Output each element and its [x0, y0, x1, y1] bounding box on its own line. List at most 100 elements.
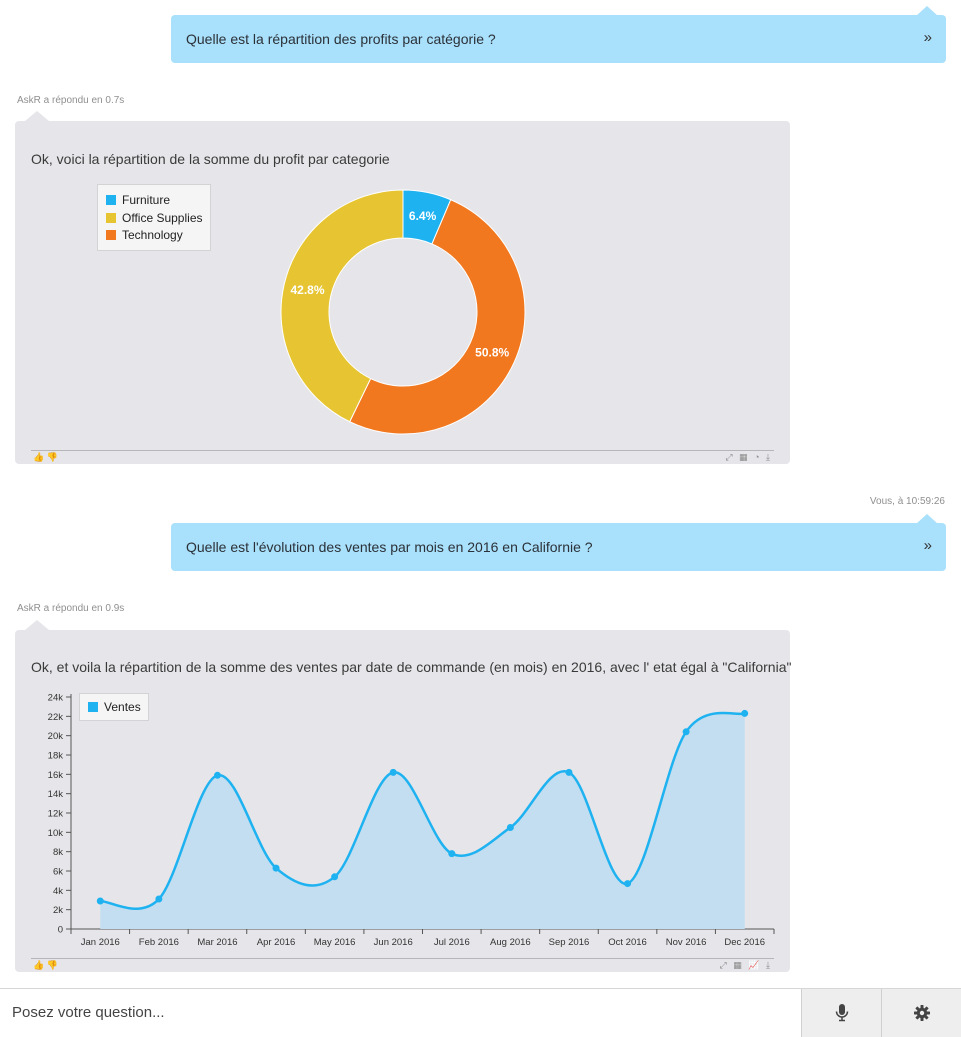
view-icons: ⤢ ▦ ◔ ⤓: [725, 452, 772, 463]
question-input[interactable]: [0, 989, 800, 1036]
area-legend: Ventes: [79, 693, 149, 721]
x-tick-label: Jul 2016: [434, 937, 470, 948]
bubble-tail: [25, 111, 49, 121]
user-question-2: Quelle est l'évolution des ventes par mo…: [171, 514, 946, 571]
data-point-feb-2016[interactable]: [155, 895, 163, 903]
thumbs-up-icon[interactable]: 👍: [33, 960, 45, 970]
resend-icon[interactable]: »: [923, 29, 932, 46]
line-chart-icon[interactable]: 📈: [748, 960, 762, 970]
bot-answer-text: Ok, voici la répartition de la somme du …: [31, 151, 390, 167]
y-tick-label: 16k: [48, 770, 64, 781]
donut-data-label: 50.8%: [475, 346, 509, 360]
y-tick-label: 10k: [48, 828, 64, 839]
y-tick-label: 20k: [48, 731, 64, 742]
bot-answer-text: Ok, et voila la répartition de la somme …: [31, 659, 792, 675]
bot-answer-2: Ok, et voila la répartition de la somme …: [15, 620, 792, 972]
x-tick-label: Mar 2016: [197, 937, 237, 948]
legend-label: Office Supplies: [122, 211, 203, 225]
donut-slice-technology[interactable]: [349, 199, 526, 435]
data-point-may-2016[interactable]: [331, 873, 339, 881]
x-tick-label: Sep 2016: [549, 937, 590, 948]
user-question-text: Quelle est la répartition des profits pa…: [186, 31, 496, 47]
data-point-mar-2016[interactable]: [213, 771, 221, 779]
data-point-aug-2016[interactable]: [506, 824, 514, 831]
data-point-jun-2016[interactable]: [389, 768, 397, 776]
y-tick-label: 4k: [53, 886, 63, 897]
legend-item-office-supplies[interactable]: Office Supplies: [106, 211, 203, 225]
legend-item-furniture[interactable]: Furniture: [106, 193, 170, 207]
download-icon[interactable]: ⤓: [766, 960, 772, 970]
y-tick-label: 8k: [53, 847, 63, 858]
x-tick-label: Oct 2016: [608, 937, 647, 948]
donut-slice-office-supplies[interactable]: [280, 189, 404, 423]
gear-icon: [914, 1005, 930, 1021]
legend-swatch: [106, 195, 116, 205]
resend-icon[interactable]: »: [923, 537, 932, 554]
y-tick-label: 14k: [48, 789, 64, 800]
mic-icon: [835, 1004, 849, 1022]
expand-icon[interactable]: ⤢: [719, 960, 729, 970]
x-tick-label: Apr 2016: [257, 937, 296, 948]
bot-response-meta: AskR a répondu en 0.7s: [17, 95, 125, 106]
data-point-jan-2016[interactable]: [96, 897, 104, 905]
thumbs-down-icon[interactable]: 👎: [46, 960, 58, 970]
table-icon[interactable]: ▦: [739, 452, 750, 462]
data-point-sep-2016[interactable]: [565, 768, 573, 776]
legend-item-technology[interactable]: Technology: [106, 228, 183, 242]
x-tick-label: Feb 2016: [139, 937, 179, 948]
user-question-text: Quelle est l'évolution des ventes par mo…: [186, 539, 593, 555]
data-point-oct-2016[interactable]: [624, 880, 632, 888]
donut-legend: Furniture Office Supplies Technology: [97, 184, 211, 251]
legend-label: Ventes: [104, 700, 141, 714]
y-tick-label: 22k: [48, 712, 64, 723]
table-icon[interactable]: ▦: [733, 960, 744, 970]
bot-answer-1: Ok, voici la répartition de la somme du …: [15, 111, 790, 464]
y-tick-label: 0: [58, 925, 63, 936]
x-tick-label: Aug 2016: [490, 937, 531, 948]
y-tick-label: 2k: [53, 905, 63, 916]
sales-area-chart: 0 2k 4k 6k 8k 10k 12k 14k 16k 18k 20k 22k 24k Jan 201…: [48, 693, 775, 948]
settings-button[interactable]: [881, 989, 961, 1037]
data-point-apr-2016[interactable]: [272, 864, 280, 872]
bubble-tail: [25, 620, 49, 630]
answer-footer: 👍 👎 ⤢ ▦ ◔ ⤓: [31, 450, 774, 463]
data-point-nov-2016[interactable]: [682, 728, 690, 736]
x-tick-label: Jan 2016: [81, 937, 120, 948]
legend-swatch: [106, 230, 116, 240]
feedback-icons: 👍 👎: [33, 452, 58, 463]
question-input-bar: [0, 988, 961, 1037]
y-tick-label: 6k: [53, 867, 63, 878]
bot-response-meta: AskR a répondu en 0.9s: [17, 603, 125, 614]
legend-label: Technology: [122, 228, 183, 242]
thumbs-down-icon[interactable]: 👎: [46, 452, 58, 462]
series-line-ventes: [100, 711, 746, 911]
donut-chart: 6.4% 50.8% 42.8%: [280, 189, 526, 435]
pie-chart-icon[interactable]: ◔: [754, 452, 762, 462]
answer-footer: 👍 👎 ⤢ ▦ 📈 ⤓: [31, 958, 774, 971]
bubble-tail: [916, 6, 938, 16]
series-area-ventes: [100, 713, 745, 929]
x-tick-label: Nov 2016: [666, 937, 707, 948]
user-question-1: Quelle est la répartition des profits pa…: [171, 6, 946, 63]
data-point-jul-2016[interactable]: [448, 850, 456, 858]
donut-data-label: 6.4%: [409, 209, 437, 223]
legend-swatch: [88, 702, 98, 712]
mic-button[interactable]: [801, 989, 881, 1037]
data-point-dec-2016[interactable]: [741, 709, 749, 717]
bubble-tail: [916, 514, 938, 524]
feedback-icons: 👍 👎: [33, 960, 58, 971]
x-tick-label: Dec 2016: [724, 937, 765, 948]
thumbs-up-icon[interactable]: 👍: [33, 452, 45, 462]
y-tick-label: 18k: [48, 751, 64, 762]
legend-swatch: [106, 213, 116, 223]
user-message-meta: Vous, à 10:59:26: [869, 496, 945, 507]
legend-item-ventes[interactable]: Ventes: [88, 700, 141, 714]
x-tick-label: May 2016: [314, 937, 356, 948]
donut-data-label: 42.8%: [290, 283, 324, 297]
y-tick-label: 24k: [48, 693, 64, 704]
x-tick-label: Jun 2016: [374, 937, 413, 948]
expand-icon[interactable]: ⤢: [725, 452, 735, 462]
y-tick-label: 12k: [48, 809, 64, 820]
download-icon[interactable]: ⤓: [766, 452, 772, 462]
view-icons: ⤢ ▦ 📈 ⤓: [720, 960, 772, 971]
